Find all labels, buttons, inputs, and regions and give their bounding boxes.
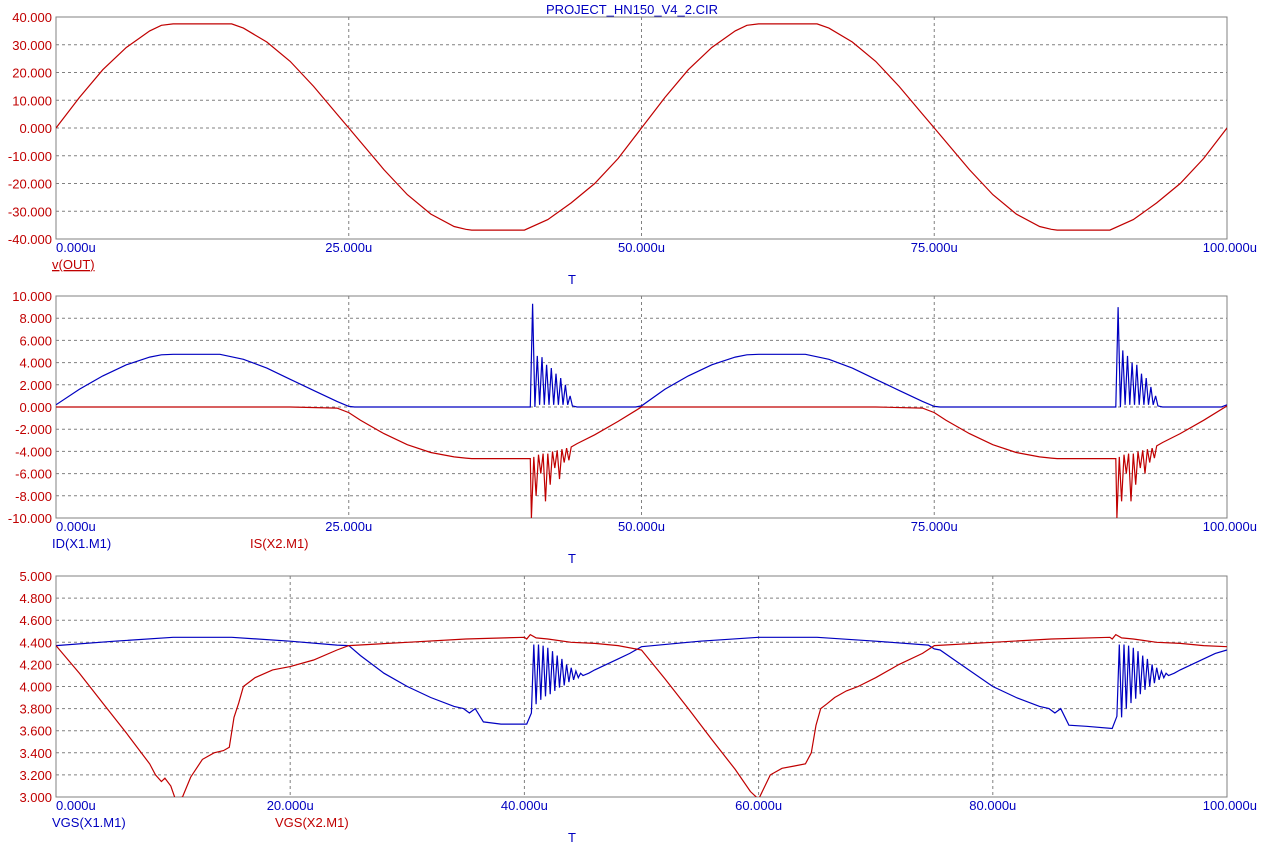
y-tick-label: 20.000 <box>12 66 52 81</box>
x-tick-label: 0.000u <box>56 519 96 534</box>
y-tick-label: 8.000 <box>19 311 52 326</box>
y-tick-label: 3.400 <box>19 746 52 761</box>
y-tick-label: -40.000 <box>8 232 52 247</box>
x-tick-label: 0.000u <box>56 240 96 255</box>
y-tick-label: 3.000 <box>19 790 52 805</box>
plot-panel-2: 10.000 8.000 6.000 4.000 2.000 0.000 -2.000 -4.… <box>8 289 1257 566</box>
x-tick-label: 60.000u <box>735 798 782 813</box>
series-line <box>56 636 1227 730</box>
legend-label: IS(X2.M1) <box>250 536 309 551</box>
y-tick-label: 4.800 <box>19 591 52 606</box>
y-tick-label: 4.000 <box>19 356 52 371</box>
y-tick-label: 3.200 <box>19 768 52 783</box>
series-line <box>56 23 1227 231</box>
y-tick-label: 10.000 <box>12 289 52 304</box>
x-tick-label: 50.000u <box>618 240 665 255</box>
y-tick-label: 30.000 <box>12 38 52 53</box>
y-tick-label: 4.400 <box>19 635 52 650</box>
y-tick-label: 3.800 <box>19 702 52 717</box>
y-tick-label: 4.200 <box>19 657 52 672</box>
legend-label: VGS(X1.M1) <box>52 815 126 830</box>
x-tick-label: 25.000u <box>325 240 372 255</box>
y-tick-label: -10.000 <box>8 511 52 526</box>
y-tick-label: 6.000 <box>19 333 52 348</box>
y-tick-label: -6.000 <box>15 467 52 482</box>
x-tick-label: 50.000u <box>618 519 665 534</box>
y-tick-label: 0.000 <box>19 400 52 415</box>
y-tick-label: 4.600 <box>19 613 52 628</box>
y-tick-label: -4.000 <box>15 444 52 459</box>
x-tick-label: 100.000u <box>1203 798 1257 813</box>
legend-label: v(OUT) <box>52 257 95 272</box>
x-tick-label: 75.000u <box>911 519 958 534</box>
series-line <box>56 405 1227 518</box>
y-tick-label: 3.600 <box>19 724 52 739</box>
series-line <box>56 633 1227 797</box>
y-tick-label: -8.000 <box>15 489 52 504</box>
x-tick-label: 100.000u <box>1203 519 1257 534</box>
plot-panel-3: 5.000 4.800 4.600 4.400 4.200 4.000 3.800 3.600… <box>19 569 1257 845</box>
x-axis-label: T <box>568 272 576 287</box>
x-tick-label: 20.000u <box>267 798 314 813</box>
y-tick-label: 0.000 <box>19 121 52 136</box>
x-tick-label: 0.000u <box>56 798 96 813</box>
y-tick-label: 2.000 <box>19 378 52 393</box>
chart-title: PROJECT_HN150_V4_2.CIR <box>546 2 718 17</box>
legend-label: VGS(X2.M1) <box>275 815 349 830</box>
y-tick-label: -2.000 <box>15 422 52 437</box>
x-tick-label: 100.000u <box>1203 240 1257 255</box>
x-axis-label: T <box>568 830 576 845</box>
y-tick-label: -10.000 <box>8 149 52 164</box>
x-axis-label: T <box>568 551 576 566</box>
x-tick-label: 25.000u <box>325 519 372 534</box>
y-tick-label: 40.000 <box>12 10 52 25</box>
x-tick-label: 80.000u <box>969 798 1016 813</box>
y-tick-label: 10.000 <box>12 93 52 108</box>
y-tick-label: -30.000 <box>8 204 52 219</box>
y-tick-label: -20.000 <box>8 177 52 192</box>
y-tick-label: 4.000 <box>19 680 52 695</box>
x-tick-label: 75.000u <box>911 240 958 255</box>
legend-label: ID(X1.M1) <box>52 536 111 551</box>
x-tick-label: 40.000u <box>501 798 548 813</box>
series-line <box>56 303 1227 408</box>
plot-panel-1: 40.000 30.000 20.000 10.000 0.000 -10.000 -20.… <box>8 10 1257 287</box>
y-tick-label: 5.000 <box>19 569 52 584</box>
